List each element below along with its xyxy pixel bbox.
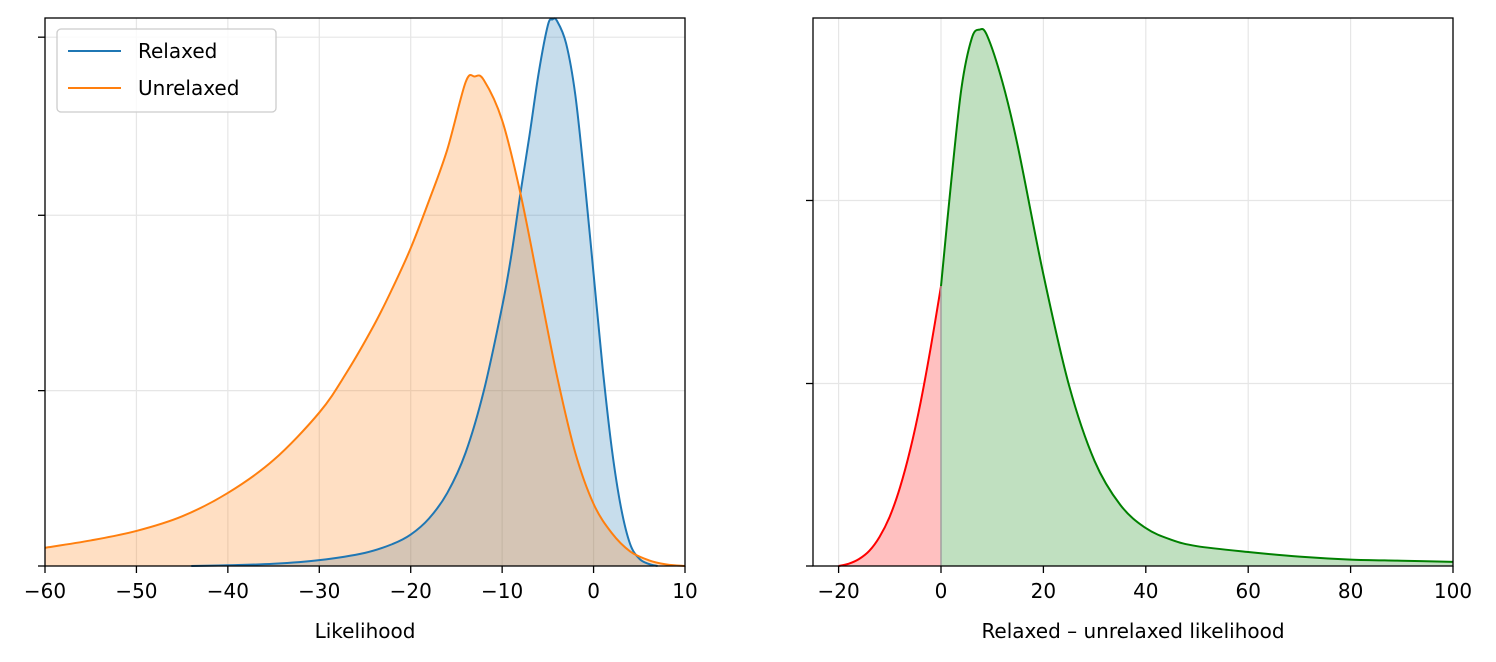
density-line-relaxed [191,17,658,567]
y-ticks [38,36,45,567]
x-tick-label: −40 [207,579,249,603]
legend-box [56,28,277,113]
x-ticks: −60 −50 −40 −30 −20 −10 0 10 [24,566,698,603]
x-tick-label: 40 [1133,579,1158,603]
difference-fills [838,28,1453,566]
legend-label-unrelaxed: Unrelaxed [138,76,239,100]
x-tick-label: 60 [1235,579,1260,603]
legend-label-relaxed: Relaxed [138,39,217,63]
likelihood-difference-chart: −20 0 20 40 60 80 100 Relaxed – unrelaxed like… [806,17,1472,643]
x-tick-label: −20 [390,579,432,603]
density-line-unrelaxed [44,73,686,567]
x-tick-label: 10 [672,579,697,603]
x-tick-label: 20 [1031,579,1056,603]
x-tick-label: −10 [481,579,523,603]
x-tick-label: 80 [1338,579,1363,603]
difference-line-positive [940,27,1454,563]
density-fills [45,18,685,566]
x-axis-label: Likelihood [315,619,416,643]
likelihood-density-chart: −60 −50 −40 −30 −20 −10 0 10 Likelihood Relaxed… [24,17,698,643]
difference-fill-positive [941,28,1453,566]
x-ticks: −20 0 20 40 60 80 100 [817,566,1472,603]
y-ticks [806,199,813,567]
x-tick-label: −50 [115,579,157,603]
density-lines [44,17,686,567]
plot-frame [812,17,1454,567]
density-fill-relaxed [191,18,658,566]
x-tick-label: 100 [1434,579,1472,603]
plot-frame [44,17,686,567]
x-tick-label: 0 [587,579,600,603]
difference-line-negative [838,286,942,567]
x-axis-label: Relaxed – unrelaxed likelihood [981,619,1284,643]
x-tick-label: −20 [817,579,859,603]
x-tick-label: −30 [298,579,340,603]
difference-lines [838,27,1454,567]
x-tick-label: 0 [935,579,948,603]
x-tick-label: −60 [24,579,66,603]
legend: Relaxed Unrelaxed [56,28,277,113]
difference-fill-negative [838,286,941,566]
density-fill-unrelaxed [45,74,685,566]
